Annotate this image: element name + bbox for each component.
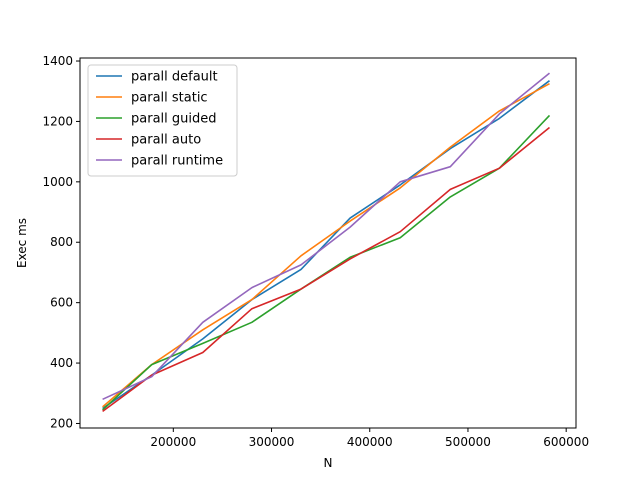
plot-area <box>79 57 577 429</box>
legend-label-parall-auto: parall auto <box>131 133 201 148</box>
y-tick-label: 1000 <box>42 175 73 189</box>
legend-label-parall-runtime: parall runtime <box>131 154 223 169</box>
x-tick-label: 300000 <box>249 435 295 449</box>
legend-box <box>87 64 238 177</box>
series-line-parall-runtime <box>102 72 551 401</box>
series-layer <box>102 72 551 413</box>
series-line-parall-static <box>102 82 550 408</box>
y-tick-label: 200 <box>50 416 73 430</box>
y-tick-label: 400 <box>50 356 73 370</box>
y-tick-label: 1200 <box>42 114 73 128</box>
series-line-parall-auto <box>102 126 551 413</box>
series-line-parall-default <box>102 80 550 410</box>
y-axis-label: Exec ms <box>15 218 29 268</box>
plot-frame <box>79 57 577 429</box>
x-tick-label: 400000 <box>347 435 393 449</box>
y-tick-label: 1400 <box>42 54 73 68</box>
legend-label-parall-default: parall default <box>131 70 218 85</box>
x-tick-label: 500000 <box>445 435 491 449</box>
legend: parall default parall static parall guided… <box>87 64 238 177</box>
legend-label-parall-guided: parall guided <box>131 112 217 127</box>
y-tick-label: 600 <box>50 296 73 310</box>
x-tick-label: 600000 <box>543 435 589 449</box>
x-axis-label: N <box>324 456 333 470</box>
x-tick-label: 200000 <box>150 435 196 449</box>
x-axis: 200000 300000 400000 500000 600000 <box>150 428 589 449</box>
y-axis: 200 400 600 800 1000 1200 1400 <box>42 54 80 430</box>
legend-label-parall-static: parall static <box>131 91 208 106</box>
y-tick-label: 800 <box>50 235 73 249</box>
